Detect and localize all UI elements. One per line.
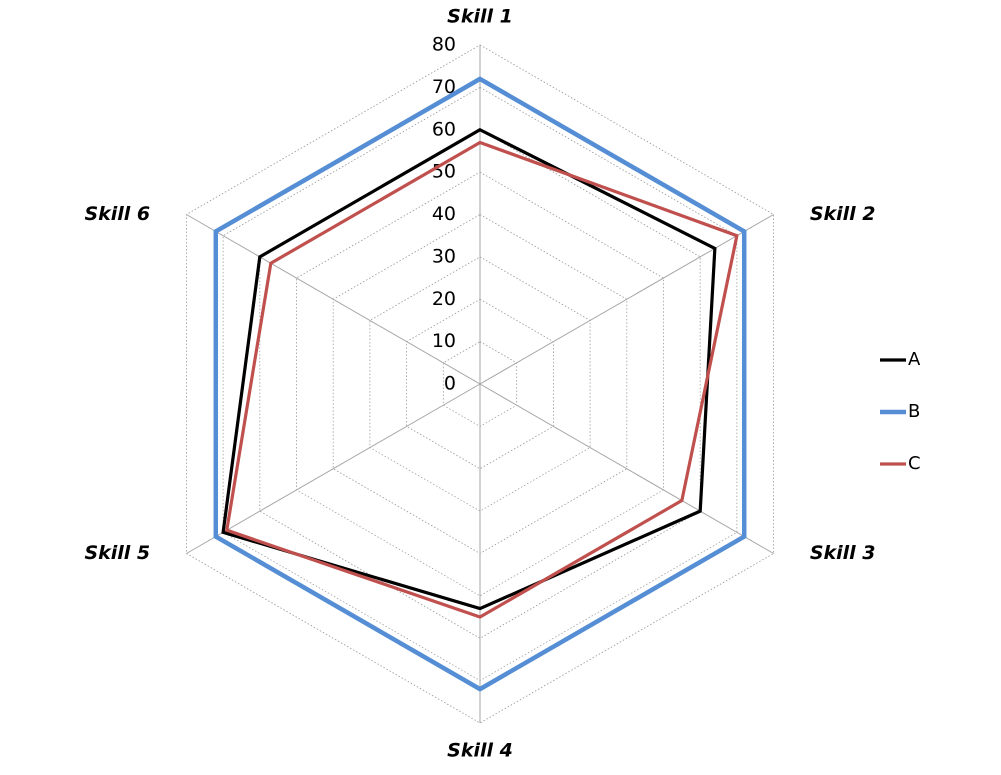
category-label: Skill 6 [84, 203, 150, 225]
category-label: Skill 5 [84, 542, 150, 564]
legend-label: C [908, 453, 921, 474]
r-tick-label: 60 [432, 118, 456, 140]
category-label: Skill 3 [810, 542, 876, 564]
series-line [213, 76, 747, 692]
category-label: Skill 4 [447, 740, 513, 762]
r-tick-label: 30 [432, 245, 456, 267]
r-tick-label: 0 [444, 373, 456, 395]
series-line [224, 140, 739, 619]
legend-label: B [908, 401, 920, 422]
category-label: Skill 2 [810, 203, 876, 225]
r-tick-label: 70 [432, 76, 456, 98]
r-tick-label: 80 [432, 34, 456, 56]
axis-spoke [186, 214, 481, 385]
axis-spoke [186, 383, 481, 554]
legend-label: A [908, 349, 921, 370]
category-label: Skill 1 [447, 6, 513, 28]
r-tick-label: 20 [432, 288, 456, 310]
axis-spoke [479, 214, 774, 385]
r-tick-label: 40 [432, 203, 456, 225]
r-tick-label: 10 [432, 330, 456, 352]
axis-spoke [479, 383, 774, 554]
series-line [221, 127, 717, 611]
